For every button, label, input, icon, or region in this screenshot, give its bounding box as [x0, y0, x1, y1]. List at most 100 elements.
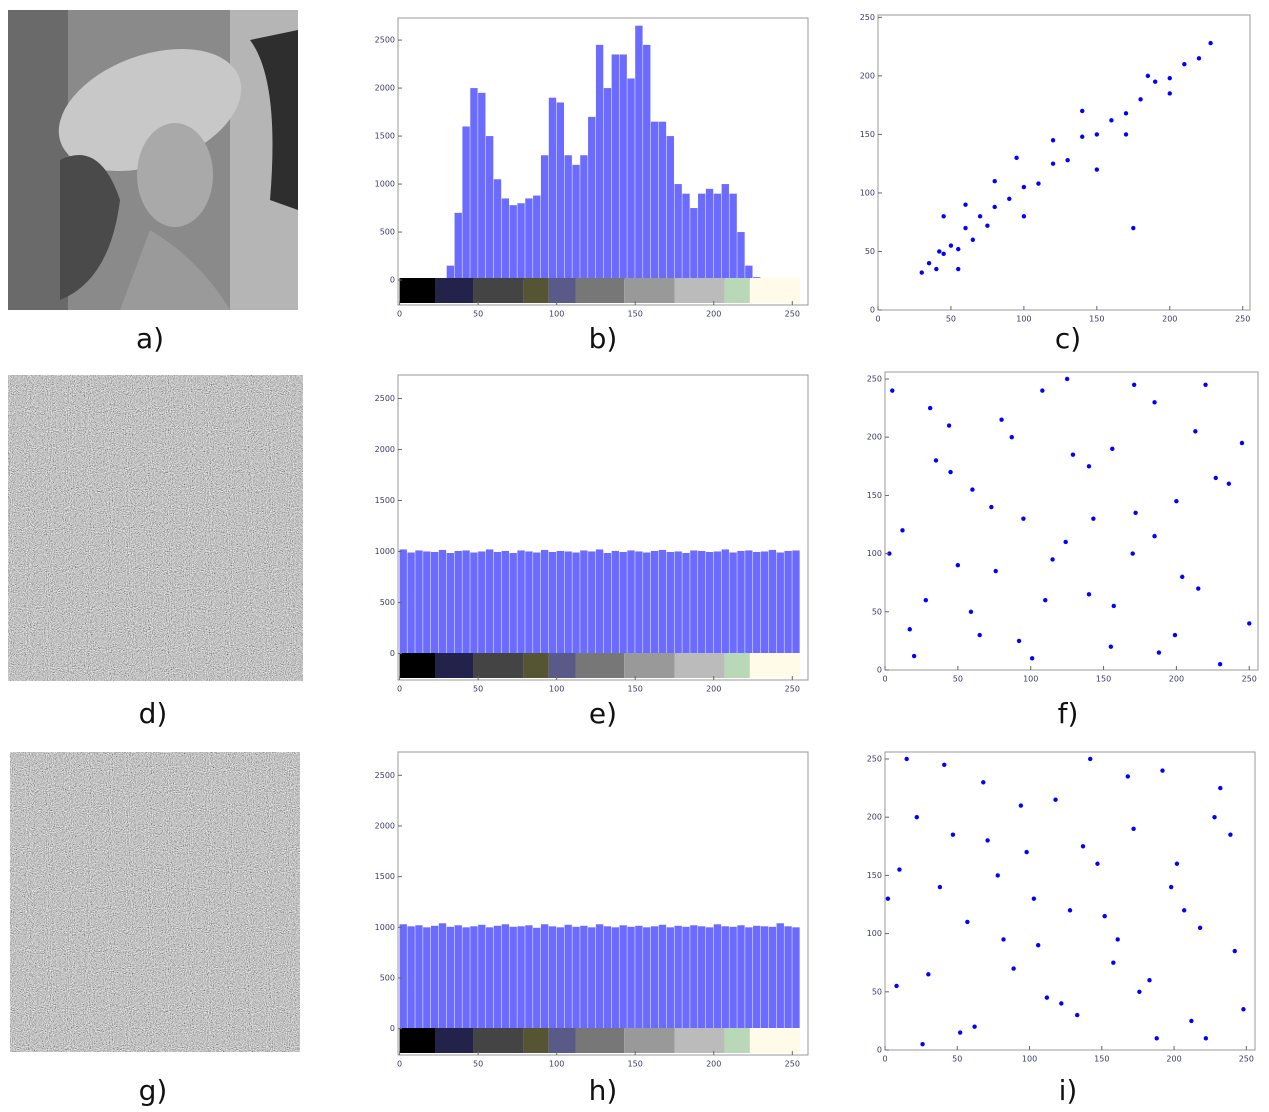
bar — [415, 550, 423, 654]
point — [1014, 155, 1019, 161]
point — [1131, 382, 1137, 388]
point — [1203, 1036, 1209, 1041]
bar — [438, 923, 447, 1029]
bar — [572, 552, 580, 654]
y-tick-label: 200 — [860, 71, 875, 80]
x-tick-label: 50 — [946, 315, 956, 324]
bar — [611, 927, 619, 1029]
colorbar-segment — [575, 1028, 625, 1053]
point — [963, 202, 968, 207]
bar — [627, 926, 635, 1029]
point — [1044, 995, 1050, 1000]
bar — [509, 553, 517, 654]
point — [1021, 184, 1027, 190]
x-tick-label: 150 — [628, 310, 643, 319]
bar — [619, 54, 627, 281]
x-tick-label: 150 — [628, 1060, 643, 1069]
point — [1108, 644, 1114, 649]
bar — [698, 193, 706, 281]
bar — [470, 552, 478, 654]
colorbar-segment — [575, 278, 625, 303]
point — [1086, 592, 1092, 597]
panel-label: g) — [139, 1074, 168, 1107]
point — [992, 204, 997, 210]
y-tick-label: 150 — [867, 871, 882, 880]
point — [1050, 138, 1056, 143]
bar — [580, 925, 588, 1029]
y-tick-label: 2000 — [375, 445, 395, 454]
x-tick-label: 250 — [785, 310, 800, 319]
point — [1203, 382, 1208, 388]
x-tick-label: 200 — [706, 1060, 721, 1069]
bar — [407, 552, 415, 654]
bar — [595, 924, 604, 1029]
x-tick-label: 150 — [1089, 315, 1104, 324]
point — [1040, 388, 1045, 393]
colorbar-segment — [749, 653, 801, 678]
y-tick-label: 1500 — [375, 872, 395, 881]
point — [1065, 157, 1070, 163]
point — [920, 1041, 925, 1047]
colorbar-segment — [575, 653, 625, 678]
bar — [556, 550, 565, 654]
point — [1212, 814, 1217, 820]
point — [941, 251, 946, 257]
point — [965, 919, 970, 925]
point — [1102, 913, 1107, 919]
point — [1193, 429, 1198, 434]
bar — [729, 193, 737, 281]
colorbar-segment — [724, 278, 750, 303]
x-tick-label: 200 — [1162, 315, 1177, 324]
point — [926, 260, 932, 266]
bar — [603, 88, 612, 281]
point — [1001, 937, 1006, 942]
point — [989, 504, 994, 510]
bar — [603, 553, 612, 654]
point — [1232, 948, 1237, 954]
point — [1213, 475, 1218, 481]
point — [992, 179, 997, 184]
y-tick-label: 200 — [867, 433, 882, 442]
y-tick-label: 0 — [877, 666, 882, 675]
point — [1160, 768, 1165, 773]
bar — [525, 551, 533, 654]
panel-label: b) — [589, 322, 618, 355]
bar — [446, 265, 455, 281]
bar — [462, 550, 470, 654]
point — [942, 762, 947, 768]
point — [914, 814, 919, 820]
bar — [792, 927, 800, 1029]
colorbar-segment — [624, 653, 675, 678]
bar — [682, 926, 690, 1029]
point — [1009, 434, 1014, 440]
point — [1154, 1036, 1159, 1041]
bar — [485, 927, 494, 1029]
bar — [627, 78, 635, 281]
panel-label: h) — [589, 1074, 618, 1107]
point — [1182, 61, 1187, 67]
bar — [588, 551, 596, 654]
bar — [446, 553, 455, 654]
axes-frame — [397, 751, 809, 1056]
point — [1145, 73, 1151, 79]
x-tick-label: 250 — [1239, 1055, 1254, 1064]
point — [999, 417, 1004, 422]
bar — [768, 926, 777, 1029]
point — [1147, 977, 1152, 983]
point — [1181, 908, 1187, 913]
point — [1131, 225, 1136, 231]
point — [1063, 539, 1068, 545]
point — [995, 873, 1000, 878]
bar — [603, 926, 612, 1029]
bar — [643, 927, 651, 1029]
point — [1070, 452, 1076, 457]
colorbar-segment — [674, 278, 725, 303]
colorbar-segment — [548, 653, 576, 678]
point — [970, 237, 976, 242]
point — [1167, 91, 1172, 96]
point — [1080, 134, 1085, 139]
y-tick-label: 1000 — [375, 923, 395, 932]
bar — [485, 136, 494, 281]
point — [985, 223, 990, 228]
y-tick-label: 0 — [870, 306, 875, 315]
